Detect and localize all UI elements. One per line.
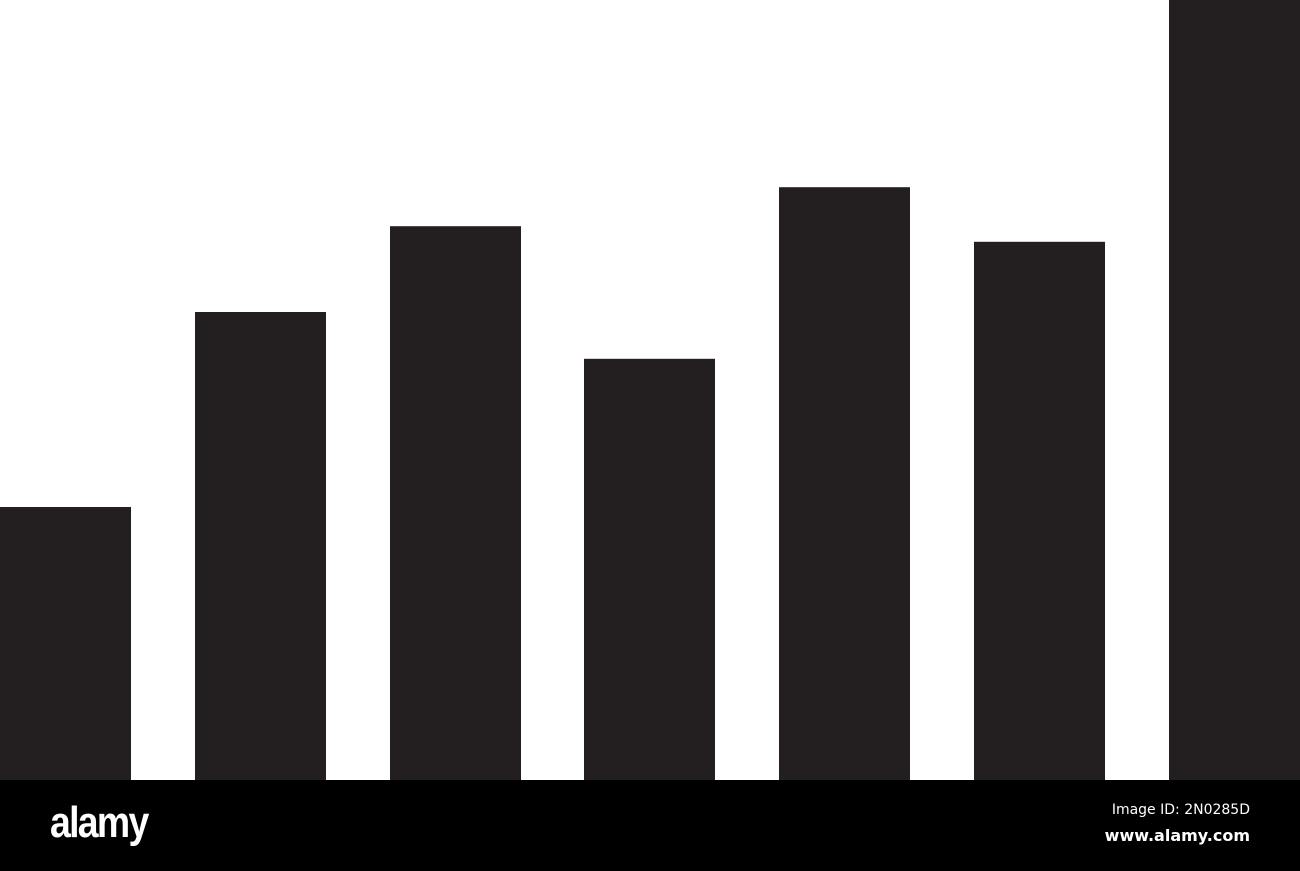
bar-4	[584, 358, 715, 780]
bar-7	[1169, 0, 1300, 780]
bar-3	[390, 226, 521, 780]
bar-chart	[0, 0, 1300, 780]
watermark-band: alamy Image ID: 2N0285D www.alamy.com	[0, 780, 1300, 871]
website-url: www.alamy.com	[1104, 826, 1250, 845]
image-id: Image ID: 2N0285D	[1111, 802, 1250, 818]
alamy-logo: alamy	[50, 798, 149, 847]
bar-1	[0, 507, 131, 780]
bar-6	[974, 241, 1105, 780]
bar-2	[195, 312, 326, 780]
bar-5	[779, 187, 910, 780]
